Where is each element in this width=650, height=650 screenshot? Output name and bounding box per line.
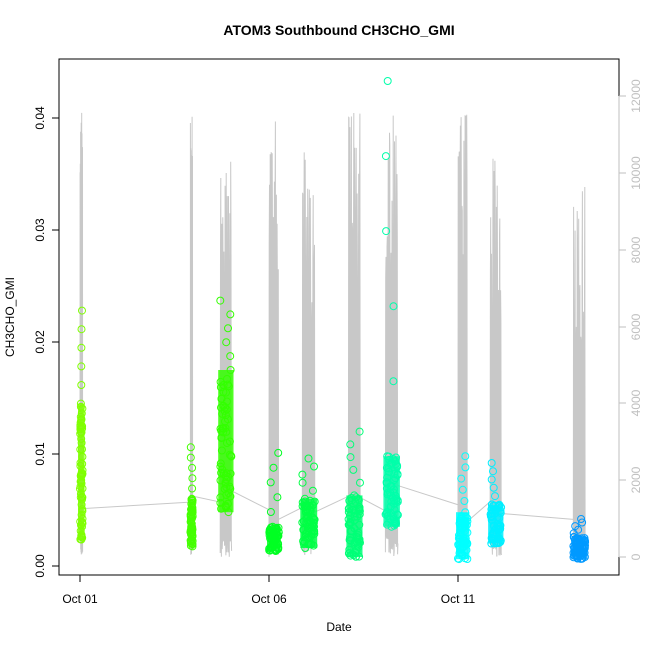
data-point-cluster bbox=[346, 495, 363, 557]
data-point bbox=[298, 470, 307, 479]
data-point bbox=[226, 352, 235, 361]
data-point bbox=[460, 497, 469, 505]
data-point-cluster bbox=[218, 370, 234, 513]
right-y-tick-label: 0 bbox=[629, 553, 643, 560]
data-point bbox=[77, 343, 86, 352]
data-point bbox=[346, 453, 355, 462]
data-point bbox=[304, 454, 313, 463]
data-point bbox=[577, 515, 586, 523]
data-point bbox=[226, 310, 235, 319]
x-tick-label: Oct 11 bbox=[441, 592, 476, 606]
right-y-tick-label: 4000 bbox=[629, 389, 643, 416]
data-point bbox=[186, 453, 195, 462]
data-point bbox=[349, 465, 358, 474]
data-point bbox=[224, 324, 232, 333]
data-point bbox=[491, 492, 499, 501]
data-point bbox=[383, 77, 392, 85]
data-point bbox=[382, 227, 391, 236]
altitude-connector bbox=[501, 513, 574, 520]
data-point-cluster bbox=[188, 498, 195, 547]
data-point bbox=[389, 302, 398, 311]
altitude-connector bbox=[82, 501, 191, 510]
data-point-cluster bbox=[78, 403, 85, 541]
y-axis-label: CH3CHO_GMI bbox=[3, 277, 17, 357]
data-point bbox=[77, 381, 86, 389]
data-point bbox=[389, 377, 398, 386]
data-point bbox=[458, 485, 467, 494]
data-point-cluster bbox=[456, 512, 470, 560]
y-tick-label: 0.00 bbox=[33, 554, 47, 578]
data-point-cluster bbox=[488, 504, 504, 544]
altitude-connector bbox=[231, 490, 270, 511]
data-point bbox=[186, 443, 195, 452]
data-point bbox=[487, 459, 496, 467]
data-point bbox=[188, 484, 197, 493]
data-point bbox=[489, 467, 497, 476]
data-point bbox=[355, 427, 364, 436]
data-point-cluster bbox=[267, 526, 281, 552]
data-point bbox=[457, 474, 466, 483]
altitude-trace bbox=[301, 152, 316, 556]
data-point bbox=[216, 296, 225, 305]
x-axis: Oct 01 Oct 06 Oct 11 bbox=[62, 574, 476, 606]
y-tick-label: 0.02 bbox=[33, 330, 47, 354]
data-point-cluster bbox=[571, 536, 588, 560]
data-point bbox=[188, 474, 197, 483]
data-point bbox=[461, 452, 470, 461]
y-tick-label: 0.04 bbox=[33, 106, 47, 130]
data-point bbox=[77, 325, 86, 334]
altitude-trace bbox=[347, 112, 361, 557]
altitude-trace bbox=[489, 158, 502, 557]
data-point-cluster bbox=[300, 498, 318, 549]
data-point bbox=[578, 518, 587, 527]
altitude-connector bbox=[314, 495, 349, 513]
data-point bbox=[274, 448, 283, 457]
data-point bbox=[298, 478, 307, 487]
data-points-layer bbox=[76, 77, 590, 564]
x-tick-label: Oct 06 bbox=[251, 592, 287, 606]
altitude-connector bbox=[397, 485, 459, 506]
data-point bbox=[308, 486, 317, 495]
right-y-tick-label: 12000 bbox=[629, 79, 643, 113]
right-y-axis: 0 2000 4000 6000 8000 10000 12000 bbox=[618, 79, 643, 560]
data-point bbox=[381, 152, 390, 161]
data-point bbox=[77, 362, 86, 371]
data-point bbox=[222, 338, 231, 347]
altitude-trace bbox=[189, 116, 194, 555]
data-point bbox=[487, 475, 496, 484]
right-y-tick-label: 8000 bbox=[629, 236, 643, 263]
data-point bbox=[310, 462, 318, 471]
data-point bbox=[269, 463, 278, 472]
altitude-trace bbox=[384, 115, 399, 557]
x-tick-label: Oct 01 bbox=[62, 592, 98, 606]
data-point bbox=[346, 440, 355, 449]
altitude-connector bbox=[360, 497, 386, 512]
data-point bbox=[461, 463, 470, 472]
y-axis: 0.00 0.01 0.02 0.03 0.04 bbox=[33, 106, 60, 578]
altitude-connector bbox=[192, 495, 221, 503]
data-point bbox=[78, 306, 86, 315]
data-point bbox=[266, 478, 275, 487]
chart-title: ATOM3 Southbound CH3CHO_GMI bbox=[223, 22, 454, 38]
right-y-tick-label: 10000 bbox=[629, 156, 643, 190]
data-point bbox=[356, 478, 364, 487]
x-axis-label: Date bbox=[326, 620, 352, 634]
data-point bbox=[273, 493, 282, 502]
y-tick-label: 0.03 bbox=[33, 218, 47, 242]
right-y-tick-label: 2000 bbox=[629, 466, 643, 493]
data-point bbox=[266, 508, 275, 516]
data-point bbox=[571, 522, 580, 531]
y-tick-label: 0.01 bbox=[33, 442, 47, 466]
data-point bbox=[188, 463, 197, 472]
data-point-cluster bbox=[383, 456, 400, 527]
altitude-connector bbox=[278, 506, 303, 520]
data-point bbox=[489, 483, 498, 492]
right-y-tick-label: 6000 bbox=[629, 313, 643, 340]
